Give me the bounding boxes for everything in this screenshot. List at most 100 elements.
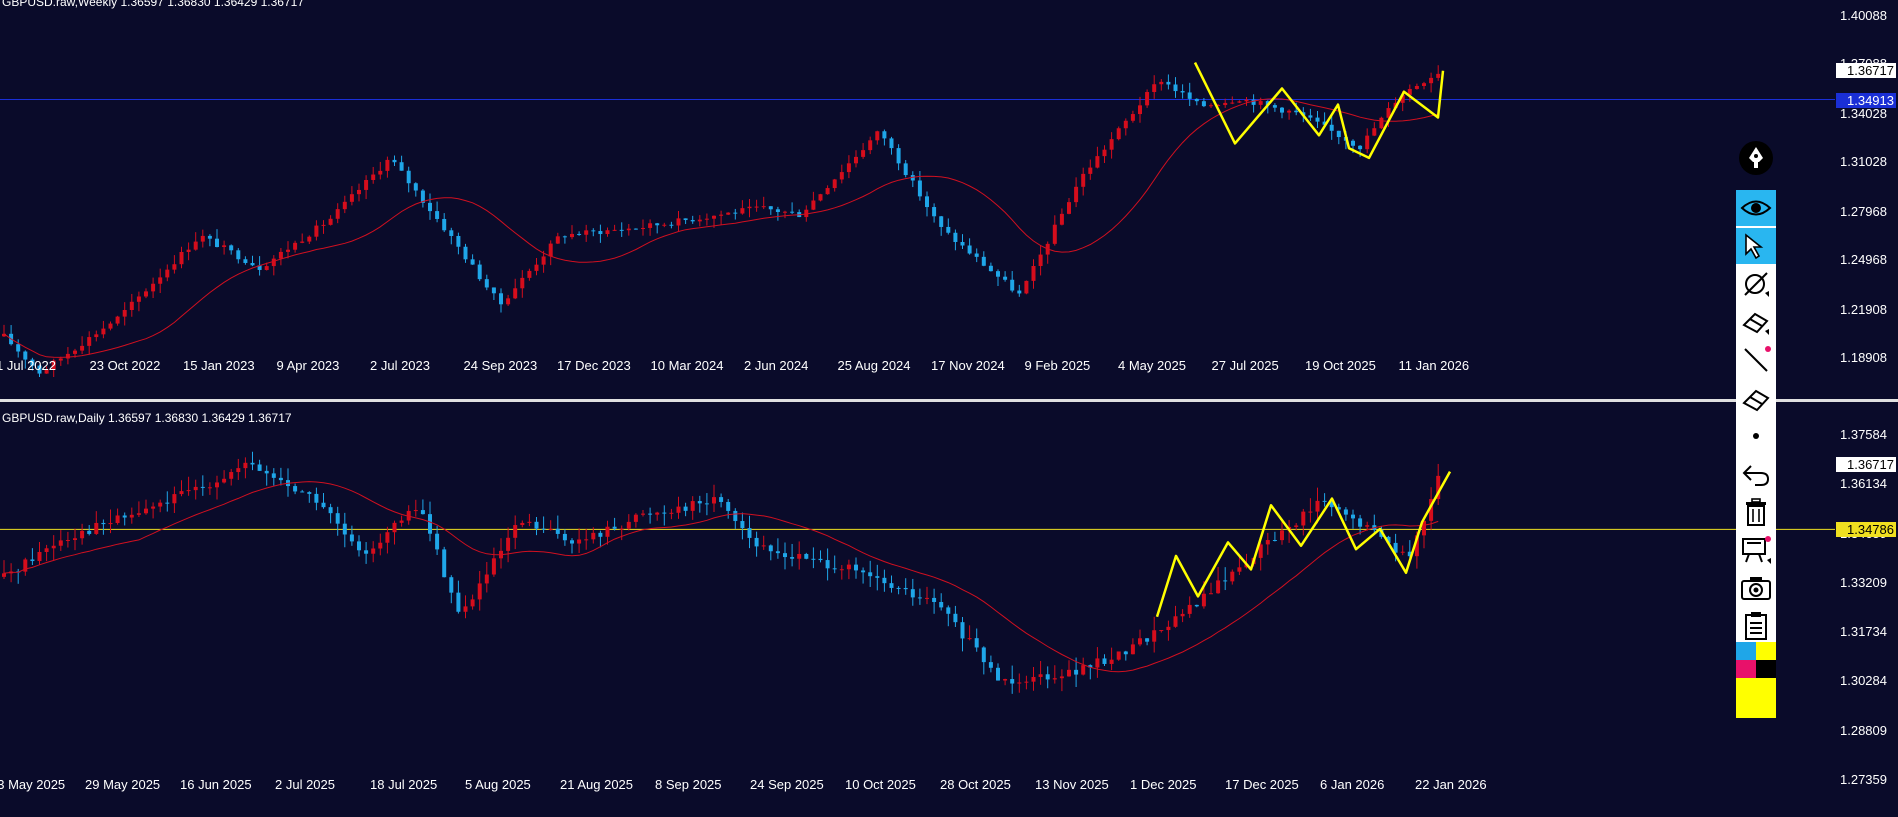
candle-bull <box>1166 626 1171 631</box>
color-swatch-black[interactable] <box>1756 660 1776 678</box>
candle-bear <box>648 513 653 515</box>
candle-bear <box>619 229 624 231</box>
candle-bear <box>1017 290 1022 294</box>
candle-bear <box>122 515 127 518</box>
candle-bull <box>172 494 177 504</box>
date-tick-label: 24 Sep 2023 <box>463 358 538 373</box>
pen-icon[interactable] <box>1736 140 1776 176</box>
color-swatch-yellow[interactable] <box>1736 678 1776 718</box>
candle-bull <box>51 360 56 370</box>
candle-bull <box>747 206 752 209</box>
candle-bear <box>30 359 35 366</box>
candle-bull <box>605 230 610 235</box>
candle-bull <box>243 462 248 469</box>
candle-bear <box>200 486 205 488</box>
candle-bull <box>357 189 361 195</box>
date-tick-label: 11 Jan 2026 <box>1398 358 1470 373</box>
camera-icon[interactable] <box>1736 570 1776 606</box>
candle-bull <box>278 251 283 259</box>
candle-bear <box>456 235 461 247</box>
clipboard-icon[interactable] <box>1736 608 1776 644</box>
undo-icon[interactable] <box>1736 456 1776 492</box>
candle-bull <box>861 150 866 157</box>
candle-bull <box>44 369 49 374</box>
candle-bull <box>151 506 156 509</box>
daily-price-scale[interactable]: 1.375841.361341.346591.332091.317341.302… <box>1836 408 1898 796</box>
daily-chart-pane[interactable]: GBPUSD.raw,Daily 1.36597 1.36830 1.36429… <box>0 408 1835 796</box>
candle-bull <box>534 264 539 271</box>
date-tick-label: 10 Mar 2024 <box>650 358 724 373</box>
date-tick-label: 4 May 2025 <box>1118 358 1186 373</box>
weekly-price-scale[interactable]: 1.400881.370881.340281.310281.279681.249… <box>1836 0 1898 377</box>
eraser-icon[interactable] <box>1736 304 1776 340</box>
price-tick-label: 1.28809 <box>1840 723 1887 739</box>
trash-icon[interactable] <box>1736 494 1776 530</box>
candle-bear <box>399 162 404 171</box>
pane-separator[interactable] <box>0 399 1898 402</box>
candle-bull <box>1301 511 1306 526</box>
candle-bear <box>818 558 823 561</box>
candle-bull <box>925 597 929 599</box>
line-icon[interactable] <box>1736 342 1776 378</box>
candle-bull <box>349 194 354 202</box>
candle-bear <box>413 183 418 191</box>
dot-icon[interactable] <box>1736 418 1776 454</box>
candle-bear <box>591 230 596 232</box>
candle-bull <box>193 486 198 491</box>
candle-bear <box>37 365 42 374</box>
candle-bear <box>633 228 638 230</box>
candle-bear <box>861 570 866 573</box>
color-palette[interactable] <box>1736 642 1776 718</box>
color-swatch-yellow-small[interactable] <box>1756 642 1776 660</box>
candle-bull <box>669 512 674 514</box>
candle-bull <box>825 188 830 195</box>
candle-bear <box>357 541 361 551</box>
color-swatch-blue[interactable] <box>1736 642 1756 660</box>
candle-bear <box>264 470 269 474</box>
candle-bear <box>1386 536 1391 543</box>
candle-bear <box>428 202 432 212</box>
weekly-chart-pane[interactable]: GBPUSD.raw,Weekly 1.36597 1.36830 1.3642… <box>0 0 1835 377</box>
date-tick-label: 25 Aug 2024 <box>837 358 911 373</box>
candle-bear <box>300 491 305 493</box>
zigzag-drawing[interactable] <box>1193 62 1445 160</box>
candle-bear <box>335 513 340 524</box>
eraser-all-icon[interactable] <box>1736 380 1776 416</box>
candle-bull <box>144 291 148 297</box>
candle-bear <box>1407 551 1412 557</box>
candle-bull <box>1088 167 1093 174</box>
candle-bear <box>392 159 397 163</box>
candle-bull <box>80 345 85 351</box>
candle-bear <box>30 559 35 562</box>
date-tick-label: 13 Nov 2025 <box>1035 777 1109 792</box>
zigzag-drawing[interactable] <box>1155 470 1452 618</box>
color-swatch-magenta[interactable] <box>1736 660 1756 678</box>
candle-bear <box>1194 98 1199 102</box>
date-tick-label: 27 Jul 2025 <box>1211 358 1279 373</box>
price-tick-label: 1.24968 <box>1840 252 1887 268</box>
candle-bull <box>1145 92 1150 106</box>
candle-bull <box>264 266 269 270</box>
eye-icon[interactable] <box>1736 190 1776 226</box>
candle-bull <box>1422 83 1426 86</box>
crosshair-icon[interactable] <box>1736 266 1776 302</box>
candle-bear <box>1351 514 1355 519</box>
candle-bull <box>1173 616 1178 627</box>
template-icon[interactable] <box>1736 532 1776 568</box>
candle-bear <box>1294 110 1299 113</box>
candle-bear <box>420 190 425 203</box>
cursor-icon[interactable] <box>1736 228 1776 264</box>
candle-bear <box>1343 509 1348 515</box>
current-price-tag: 1.36717 <box>1836 63 1896 79</box>
candle-bear <box>1074 669 1079 675</box>
candle-bull <box>839 172 844 180</box>
candle-bull <box>1180 613 1185 617</box>
candle-bull <box>1052 678 1057 680</box>
candle-bull <box>342 201 347 210</box>
candle-bull <box>1109 659 1114 664</box>
candle-bull <box>1152 84 1157 93</box>
candle-bear <box>996 667 1000 681</box>
candle-bull <box>804 209 809 218</box>
candle-bear <box>910 175 915 181</box>
candle-bear <box>662 512 667 514</box>
